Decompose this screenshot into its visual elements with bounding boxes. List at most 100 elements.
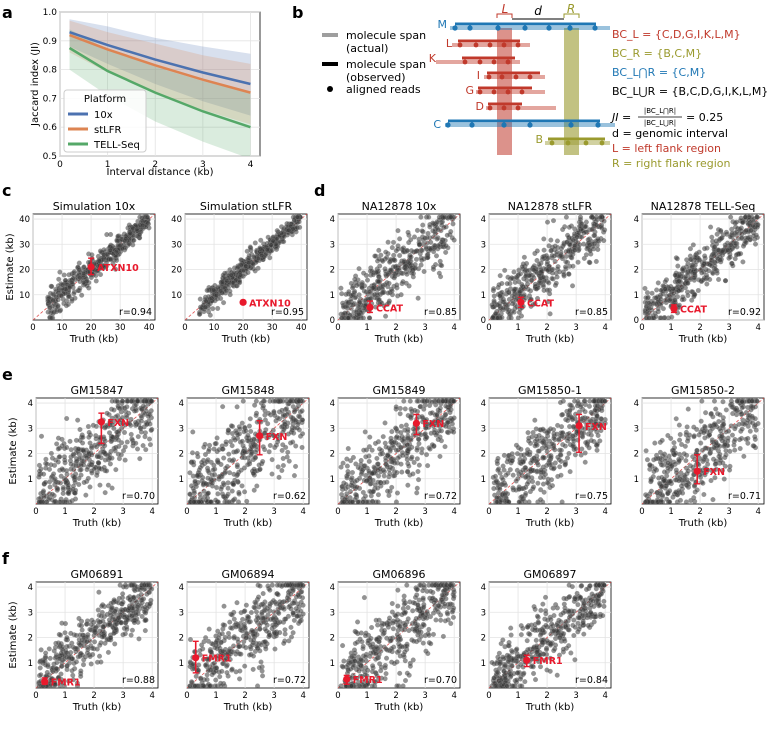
scatter-point — [262, 430, 268, 436]
y-tick-label: 3 — [179, 424, 184, 434]
scatter-point — [737, 226, 743, 232]
scatter-point — [558, 253, 563, 259]
scatter-point — [64, 635, 70, 641]
scatter-point — [113, 467, 119, 473]
scatter-point — [378, 451, 383, 457]
scatter-point — [655, 306, 661, 312]
y-tick-label: 2 — [28, 634, 33, 644]
scatter-point — [252, 402, 258, 408]
scatter-point — [357, 300, 363, 305]
scatter-point — [225, 485, 231, 491]
scatter-point — [563, 259, 569, 265]
scatter-xlabel: Truth (kb) — [374, 518, 424, 529]
scatter-point — [69, 296, 75, 302]
scatter-point — [63, 278, 69, 284]
scatter-point — [241, 465, 247, 471]
scatter-point — [713, 406, 719, 412]
scatter-point — [251, 487, 257, 493]
scatter-point — [78, 650, 84, 656]
scatter-point — [281, 234, 287, 239]
scatter-point — [210, 306, 216, 312]
scatter-point — [348, 489, 353, 494]
panel-a-xlabel: Interval distance (kb) — [107, 167, 214, 178]
scatter-point — [47, 655, 53, 661]
scatter-point — [94, 470, 100, 476]
scatter-point — [389, 292, 395, 298]
scatter-point — [754, 224, 760, 230]
scatter-point — [381, 303, 387, 309]
y-tick-label: 2 — [28, 450, 33, 460]
scatter-point — [191, 490, 197, 496]
scatter-point — [581, 241, 587, 247]
scatter-point — [136, 593, 141, 599]
scatter-point — [563, 253, 569, 259]
scatter-point — [499, 315, 505, 320]
scatter-point — [58, 293, 64, 298]
y-tick-label: 2 — [179, 450, 184, 460]
scatter-point — [137, 214, 143, 220]
scatter-point — [403, 263, 409, 269]
scatter-point — [741, 453, 747, 459]
scatter-point — [598, 416, 604, 422]
scatter-point — [723, 278, 728, 284]
scatter-point — [523, 273, 529, 279]
scatter-point — [55, 486, 61, 492]
scatter-point — [563, 264, 568, 270]
scatter-points — [490, 398, 608, 504]
panel-a: 0 1 2 3 40.50.60.70.80.91.0 Interval distanc… — [30, 8, 261, 178]
x-tick-label: 30 — [267, 323, 278, 333]
scatter-point — [664, 496, 670, 502]
scatter-title: GM15850-2 — [671, 384, 735, 397]
scatter-point — [550, 270, 555, 276]
scatter-point — [570, 237, 576, 243]
scatter-point — [128, 416, 134, 422]
scatter-point — [593, 222, 599, 228]
scatter-point — [200, 475, 206, 481]
scatter-point — [581, 255, 587, 261]
scatter-point — [204, 287, 210, 293]
x-tick-label: 4 — [602, 323, 607, 333]
scatter-point — [338, 464, 344, 470]
scatter-point — [236, 499, 241, 504]
scatter-point — [521, 254, 527, 260]
scatter-point — [441, 214, 447, 220]
scatter-point — [57, 308, 63, 314]
scatter-point — [145, 413, 151, 419]
scatter-point — [414, 398, 420, 404]
scatter-point — [288, 414, 294, 420]
scatter-point — [538, 497, 544, 503]
scatter-point — [376, 278, 381, 284]
scatter-point — [58, 671, 64, 677]
scatter-point — [541, 489, 547, 495]
scatter-point — [148, 427, 154, 433]
scatter-point — [682, 285, 688, 291]
scatter-point — [142, 434, 148, 440]
scatter-point — [122, 606, 128, 612]
scatter-point — [717, 412, 723, 418]
scatter-point — [751, 443, 757, 449]
scatter-point — [644, 457, 650, 463]
scatter-point — [676, 302, 682, 308]
scatter-point — [642, 285, 648, 291]
scatter-point — [674, 499, 680, 504]
scatter-point — [532, 281, 538, 287]
scatter-point — [148, 408, 154, 414]
scatter-point — [702, 253, 708, 259]
y-tick-label: 1 — [28, 659, 33, 669]
scatter-point — [558, 452, 563, 458]
scatter-point — [88, 661, 94, 667]
scatter-point — [700, 480, 706, 486]
scatter-point — [673, 272, 679, 278]
scatter-point — [426, 214, 432, 220]
highlight-point — [366, 303, 374, 311]
formula-bcr: BC_R = {B,C,M} — [612, 47, 702, 60]
scatter-point — [130, 242, 136, 248]
molecule-k-reads — [462, 59, 511, 65]
right-flank-region — [564, 28, 579, 155]
highlight-point — [256, 432, 264, 440]
scatter-point — [516, 499, 522, 504]
scatter-point — [210, 467, 216, 473]
scatter-point — [113, 249, 119, 255]
scatter-point — [270, 238, 276, 244]
scatter-point — [118, 417, 123, 423]
